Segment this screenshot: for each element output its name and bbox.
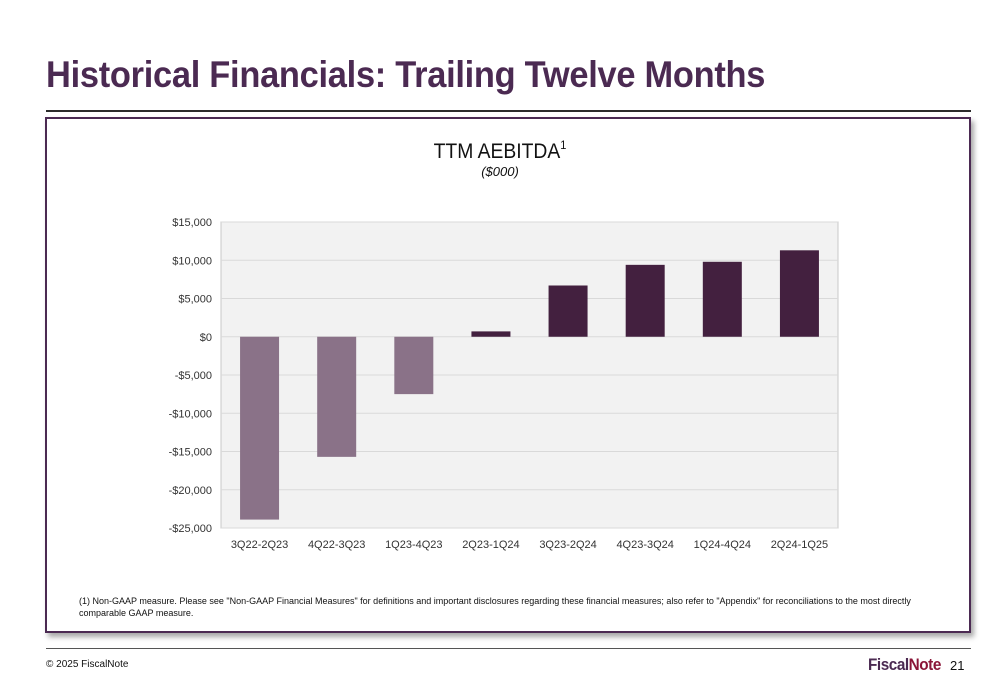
y-tick-label: -$20,000 (169, 485, 212, 497)
chart-subtitle: ($000) (481, 164, 519, 179)
chart-title-footnote-marker: 1 (560, 138, 567, 152)
page-number: 21 (950, 658, 965, 673)
bar (625, 264, 665, 337)
title-divider (46, 110, 971, 112)
y-tick-label: -$10,000 (169, 408, 212, 420)
chart-title: TTM AEBITDA1 (40, 138, 960, 164)
y-tick-label: -$25,000 (169, 523, 212, 535)
copyright: © 2025 FiscalNote (46, 659, 129, 670)
x-tick-label: 2Q23-1Q24 (462, 539, 519, 551)
footnote: (1) Non-GAAP measure. Please see "Non-GA… (79, 596, 911, 618)
x-tick-label: 1Q23-4Q23 (385, 539, 442, 551)
bar (779, 250, 819, 337)
x-tick-label: 1Q24-4Q24 (694, 539, 751, 551)
y-tick-label: -$5,000 (175, 370, 212, 382)
logo-text-note: Note (908, 655, 942, 674)
bar (471, 331, 511, 337)
x-tick-label: 4Q23-3Q24 (616, 539, 673, 551)
x-tick-label: 3Q23-2Q24 (539, 539, 596, 551)
y-tick-label: $0 (200, 332, 212, 344)
y-tick-label: $5,000 (178, 294, 212, 306)
bar (240, 336, 280, 520)
x-tick-label: 4Q22-3Q23 (308, 539, 365, 551)
x-tick-label: 3Q22-2Q23 (231, 539, 288, 551)
bar (394, 336, 434, 395)
y-tick-label: -$15,000 (169, 447, 212, 459)
slide-title: Historical Financials: Trailing Twelve M… (46, 54, 766, 95)
y-tick-label: $10,000 (172, 255, 212, 267)
x-tick-label: 2Q24-1Q25 (771, 539, 828, 551)
bar (702, 261, 742, 337)
y-tick-label: $15,000 (172, 217, 212, 229)
logo-text-fiscal: Fiscal (868, 655, 909, 674)
chart-title-text: TTM AEBITDA (433, 140, 561, 163)
bar (317, 336, 357, 457)
bar (548, 285, 588, 337)
fiscalnote-logo: FiscalNote (868, 655, 941, 675)
footer-divider (46, 648, 971, 649)
